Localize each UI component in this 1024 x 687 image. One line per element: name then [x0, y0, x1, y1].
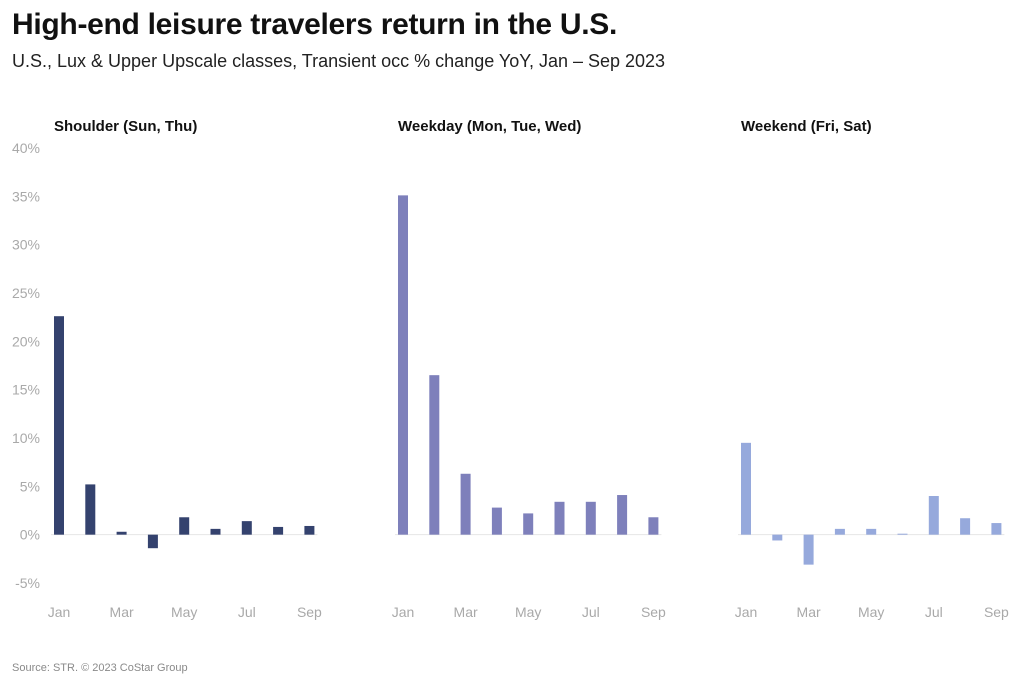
bar-feb — [772, 534, 783, 541]
bar-mar — [460, 473, 471, 535]
y-tick-label: 25% — [12, 285, 40, 301]
bar-sep — [648, 517, 659, 535]
source-note: Source: STR. © 2023 CoStar Group — [12, 662, 188, 674]
x-tick-label: Jan — [48, 604, 71, 620]
y-tick-label: 15% — [12, 382, 40, 398]
bar-apr — [491, 507, 502, 535]
y-tick-label: 0% — [20, 527, 40, 543]
bar-jan — [54, 316, 64, 535]
bar-may — [523, 513, 534, 535]
bar-jan — [398, 195, 408, 535]
bar-jul — [585, 501, 596, 535]
y-tick-label: 10% — [12, 430, 40, 446]
bar-jun — [897, 533, 908, 535]
chart-panels: Shoulder (Sun, Thu)Jan Mar May Jul SepWeekda… — [48, 118, 1009, 620]
bar-apr — [834, 528, 845, 535]
y-tick-label: 35% — [12, 188, 40, 204]
x-tick-label: May — [858, 604, 884, 620]
bar-may — [866, 528, 877, 535]
bar-may — [179, 517, 190, 535]
bar-jan — [741, 442, 751, 535]
bar-feb — [85, 484, 96, 535]
x-tick-label: Jan — [392, 604, 415, 620]
x-tick-label: Jul — [925, 604, 943, 620]
panel-title: Weekend (Fri, Sat) — [741, 118, 872, 135]
x-tick-label: Mar — [797, 604, 821, 620]
x-tick-label: Sep — [984, 604, 1009, 620]
bar-apr — [147, 534, 158, 549]
bar-sep — [991, 523, 1002, 535]
x-tick-label: Sep — [297, 604, 322, 620]
panel-title: Shoulder (Sun, Thu) — [54, 118, 197, 135]
bar-aug — [960, 518, 971, 535]
x-tick-label: May — [515, 604, 541, 620]
y-tick-label: 40% — [12, 140, 40, 156]
bar-jun — [210, 528, 221, 535]
bar-jul — [241, 521, 252, 535]
panel-2: Weekday (Mon, Tue, Wed) Jan Mar May Jul Sep — [392, 118, 666, 620]
bar-jun — [554, 501, 565, 535]
panel-1: Shoulder (Sun, Thu) Jan Mar May Jul Sep — [48, 118, 322, 620]
chart-subtitle: U.S., Lux & Upper Upscale classes, Trans… — [12, 51, 666, 71]
y-tick-label: 20% — [12, 333, 40, 349]
bar-mar — [116, 531, 127, 535]
panel-3: Weekend (Fri, Sat) Jan Mar May Jul Sep — [735, 118, 1009, 620]
bar-sep — [304, 525, 315, 535]
x-tick-label: Sep — [641, 604, 666, 620]
chart-title: High-end leisure travelers return in the… — [12, 8, 617, 41]
x-tick-label: May — [171, 604, 197, 620]
bar-jul — [928, 496, 939, 535]
x-tick-label: Mar — [454, 604, 478, 620]
bar-aug — [617, 495, 628, 535]
x-tick-label: Jul — [582, 604, 600, 620]
x-tick-label: Jul — [238, 604, 256, 620]
x-tick-label: Mar — [110, 604, 134, 620]
y-tick-label: -5% — [15, 575, 40, 591]
panel-title: Weekday (Mon, Tue, Wed) — [398, 118, 581, 135]
bar-mar — [803, 534, 814, 565]
y-axis: 40% 35% 30% 25% 20% 15% 10% 5% 0% -5% — [12, 140, 40, 591]
bar-aug — [273, 526, 284, 535]
bar-feb — [429, 375, 440, 535]
y-tick-label: 5% — [20, 478, 40, 494]
y-tick-label: 30% — [12, 237, 40, 253]
x-tick-label: Jan — [735, 604, 758, 620]
